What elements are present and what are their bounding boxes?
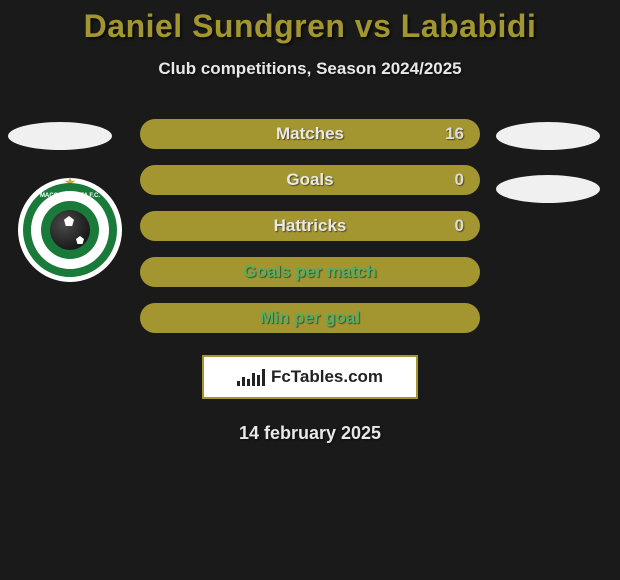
stat-row: Goals 0 (140, 165, 480, 195)
bars-icon (237, 368, 265, 386)
stat-label: Goals per match (243, 262, 376, 282)
stats-list: Matches 16 Goals 0 Hattricks 0 Goals per match… (0, 119, 620, 333)
stat-value: 16 (445, 124, 464, 144)
stat-row: Hattricks 0 (140, 211, 480, 241)
stat-value: 0 (455, 170, 464, 190)
stat-label: Goals (286, 170, 333, 190)
stat-row: Goals per match (140, 257, 480, 287)
stat-label: Hattricks (274, 216, 347, 236)
brand-badge: FcTables.com (202, 355, 418, 399)
comparison-card: Daniel Sundgren vs Lababidi Club competi… (0, 0, 620, 444)
page-title: Daniel Sundgren vs Lababidi (0, 0, 620, 45)
stat-row: Min per goal (140, 303, 480, 333)
stat-label: Matches (276, 124, 344, 144)
stat-row: Matches 16 (140, 119, 480, 149)
stat-value: 0 (455, 216, 464, 236)
brand-text: FcTables.com (271, 367, 383, 387)
stat-label: Min per goal (260, 308, 360, 328)
subtitle: Club competitions, Season 2024/2025 (0, 59, 620, 79)
date-label: 14 february 2025 (0, 423, 620, 444)
